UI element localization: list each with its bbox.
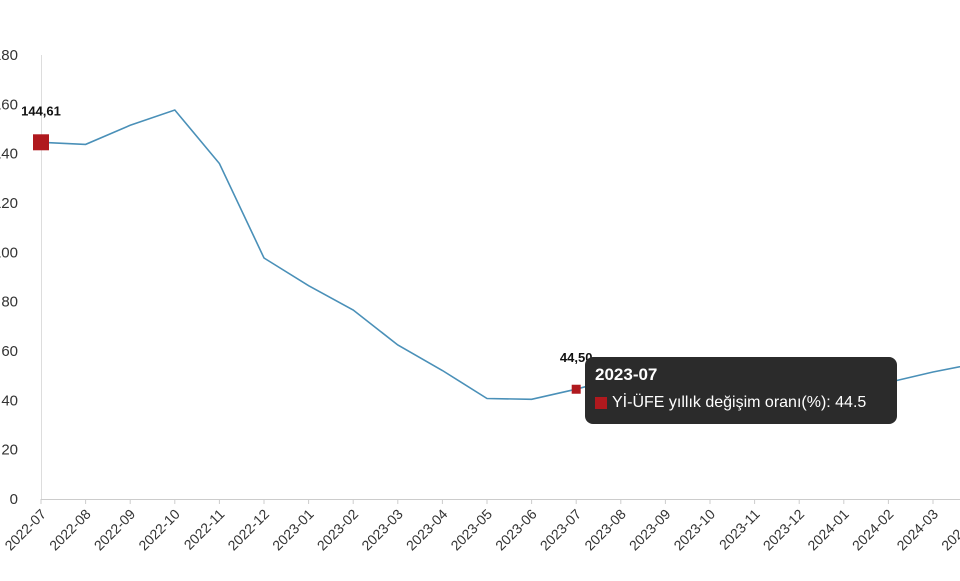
data-point-marker[interactable] [33,134,49,151]
x-tick-label: 2024-01 [804,506,852,554]
x-tick-label: 2024-04 [938,506,960,554]
y-tick-label: 0 [10,491,18,508]
series-markers [33,134,581,394]
data-label: 144,61 [21,103,61,118]
tooltip-series-name: Yİ-ÜFE yıllık değişim oranı(%) [612,394,827,411]
x-tick-label: 2023-08 [581,506,629,554]
y-tick-label: 120 [0,195,18,212]
data-label: 44,50 [560,350,593,365]
x-tick-label: 2022-12 [224,506,272,554]
tooltip: 2023-07 Yİ-ÜFE yıllık değişim oranı(%): … [585,357,897,424]
tooltip-title: 2023-07 [595,365,658,384]
y-tick-label: 80 [1,294,18,311]
x-tick-label: 2023-11 [716,506,763,553]
tooltip-swatch [595,397,607,409]
x-tick-label: 2022-10 [135,506,183,554]
x-tick-label: 2023-02 [314,506,362,554]
x-tick-label: 2022-08 [46,506,94,554]
data-point-marker[interactable] [571,384,581,394]
x-tick-label: 2023-10 [670,506,718,554]
y-tick-label: 20 [1,442,18,459]
x-tick-label: 2023-06 [492,506,540,554]
x-tick-label: 2023-03 [358,506,406,554]
y-tick-label: 60 [1,343,18,360]
x-axis-ticks: 2022-072022-082022-092022-102022-112022-… [1,499,960,553]
y-tick-label: 140 [0,146,18,163]
x-tick-label: 2022-09 [91,506,139,554]
x-tick-label: 2022-07 [1,506,49,554]
y-tick-label: 40 [1,392,18,409]
tooltip-separator: : [826,394,836,411]
x-tick-label: 2023-12 [760,506,808,554]
x-tick-label: 2023-09 [626,506,674,554]
data-labels: 144,61 44,50 [21,103,592,365]
x-tick-label: 2023-07 [537,506,585,554]
x-tick-label: 2023-04 [403,506,451,554]
x-tick-label: 2024-03 [893,506,941,554]
x-tick-label: 2022-11 [181,506,228,553]
tooltip-row: Yİ-ÜFE yıllık değişim oranı(%): 44.5 [595,393,887,413]
x-tick-label: 2023-01 [269,506,317,554]
x-tick-label: 2024-02 [849,506,897,554]
y-tick-label: 100 [0,244,18,261]
y-tick-label: 160 [0,96,18,113]
x-tick-label: 2023-05 [447,506,495,554]
tooltip-value: 44.5 [835,394,867,411]
y-tick-label: 180 [0,47,18,64]
y-axis-ticks: 0 20 40 60 80 100 120 140 160 180 [0,47,18,508]
